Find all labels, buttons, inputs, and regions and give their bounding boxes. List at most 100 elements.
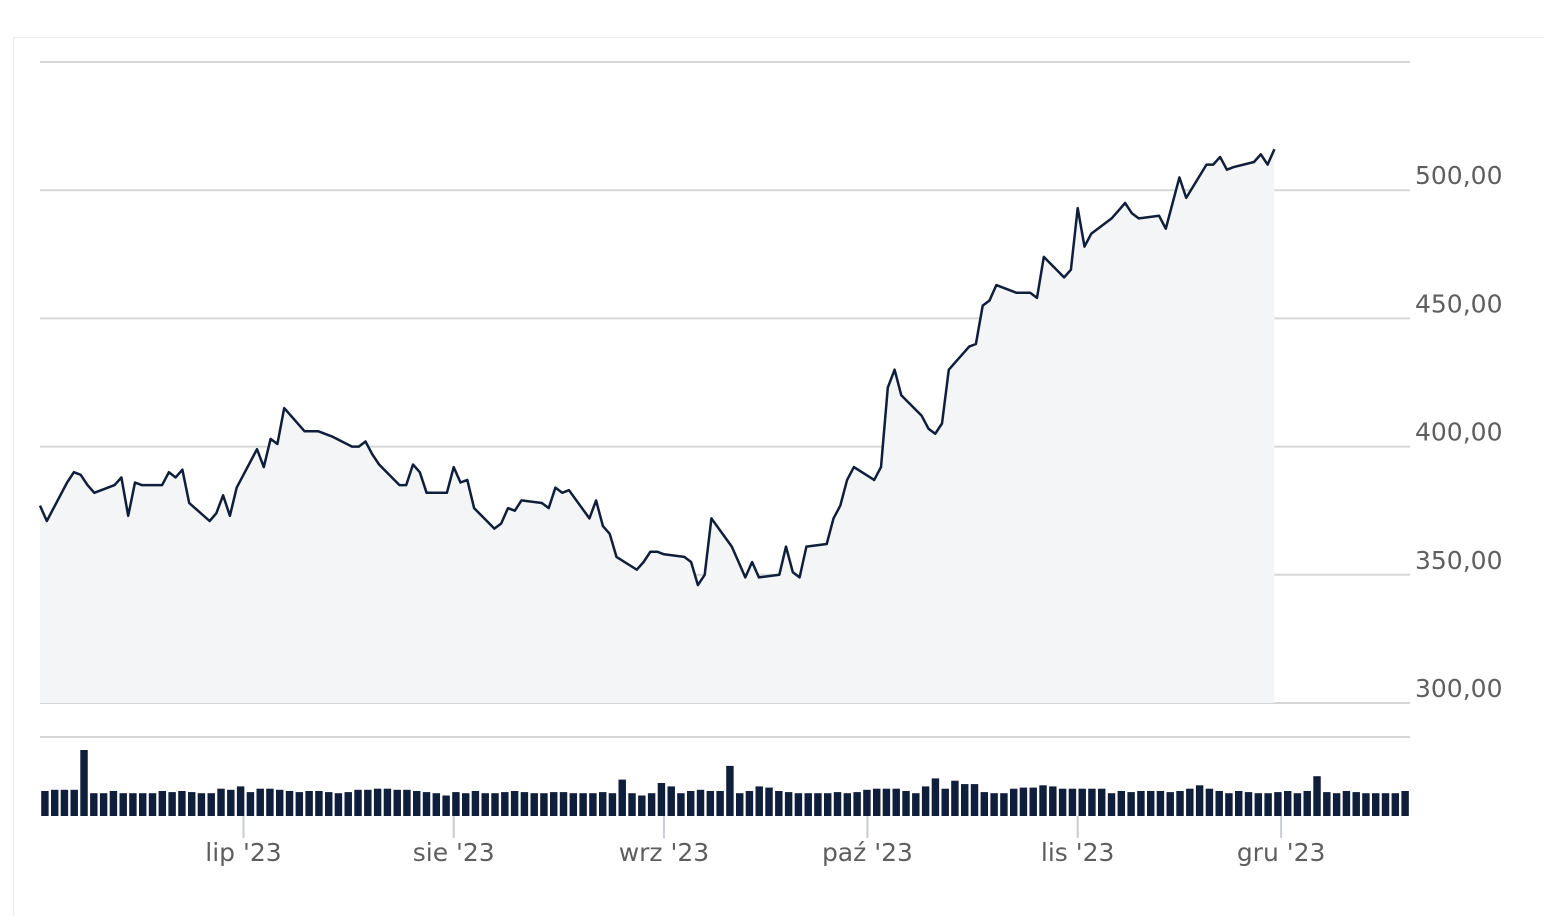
volume-bar [1058,788,1067,816]
volume-bar [90,793,98,816]
volume-bar [217,788,225,816]
volume-bar [1303,791,1311,816]
volume-bar [677,793,685,816]
x-axis-labels: lip '23 sie '23 wrz '23 paź '23 lis '23 gru '… [205,816,1325,867]
volume-bar [745,791,754,816]
volume-bar [1176,791,1184,816]
volume-bar [647,793,656,816]
volume-bar [1156,791,1165,816]
volume-bar [60,789,69,816]
volume-bar [129,793,137,816]
volume-bar [462,793,470,816]
volume-bar [256,788,264,816]
volume-bar [1205,788,1214,816]
volume-bar [148,793,157,816]
volume-bar [491,793,499,816]
volume-bar [197,793,206,816]
volume-bar [1039,785,1047,816]
y-tick-label: 400,00 [1415,418,1502,447]
volume-bar [109,791,118,816]
volume-bar [1381,793,1390,816]
volume-bar [990,793,998,816]
volume-bar [706,791,715,816]
volume-bar [334,793,343,816]
volume-bar [970,784,979,816]
volume-bar [589,793,597,816]
volume-bar [559,792,568,816]
volume-bar [1332,793,1341,816]
volume-bar [403,789,411,816]
volume-bar [520,792,529,816]
volume-bars [41,750,1409,816]
volume-bar [344,792,352,816]
volume-bar [227,789,235,816]
volume-bar [1352,792,1360,816]
volume-bar [1391,793,1400,816]
volume-bar [794,793,803,816]
volume-bar [1342,791,1351,816]
volume-bar [873,788,881,816]
volume-bar [276,789,284,816]
volume-bar [951,780,959,816]
volume-bar [608,793,617,816]
volume-bar [315,791,323,816]
volume-bar [471,791,480,816]
volume-bar [843,793,852,816]
y-tick-label: 350,00 [1415,546,1502,575]
volume-bar [618,779,626,816]
volume-bar [941,788,949,816]
volume-bar [687,791,695,816]
volume-bar [373,788,382,816]
y-tick-label: 450,00 [1415,289,1502,318]
price-area [40,149,1275,703]
x-tick-label: paź '23 [822,838,913,867]
volume-bar [569,793,578,816]
volume-bar [540,793,548,816]
volume-bar [882,788,891,816]
volume-bar [501,792,509,816]
volume-bar [726,765,734,816]
volume-bar [1068,788,1077,816]
chart-card [13,37,1544,916]
volume-bar [579,793,587,816]
volume-bar [1127,792,1135,816]
volume-bar [305,791,313,816]
volume-bar [1049,786,1057,816]
price-line [38,148,1276,587]
volume-bar [285,791,294,816]
y-tick-label: 500,00 [1415,161,1502,190]
volume-bar [354,789,362,816]
volume-bar [246,792,255,816]
x-tick-label: sie '23 [413,838,495,867]
volume-bar [804,793,812,816]
volume-bar [168,792,176,816]
volume-bar [1225,793,1233,816]
volume-bar [961,784,969,816]
volume-bar [393,789,401,816]
volume-bar [452,792,460,816]
volume-bar [716,791,724,816]
volume-bar [99,793,108,816]
volume-bar [178,791,186,816]
volume-bar [188,792,196,816]
volume-bar [912,793,920,816]
volume-bar [1362,793,1370,816]
volume-bar [980,792,989,816]
volume-bar [1186,788,1194,816]
volume-bar [1088,788,1096,816]
volume-bar [853,792,861,816]
volume-bar [364,789,372,816]
volume-bar [824,793,832,816]
volume-bar [139,793,147,816]
volume-bar [667,786,675,816]
volume-bar [1078,788,1086,816]
volume-bar [1323,792,1331,816]
volume-bar [266,788,274,816]
x-tick-label: lis '23 [1041,838,1115,867]
volume-bar [1029,787,1037,816]
volume-bar [628,793,636,816]
volume-bar [1215,791,1223,816]
volume-bar [1244,792,1253,816]
price-area-fill [40,149,1275,703]
